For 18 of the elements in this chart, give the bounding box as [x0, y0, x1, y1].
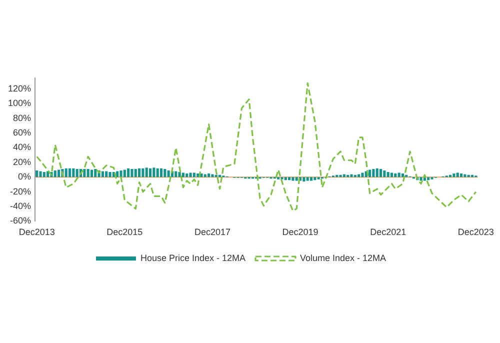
- y-tick-label: 20%: [13, 156, 32, 167]
- x-tick-label: Dec2015: [106, 227, 143, 238]
- legend-label: Volume Index - 12MA: [300, 252, 386, 263]
- x-tick-label: Dec2017: [194, 227, 230, 238]
- y-tick-label: 0%: [18, 172, 32, 182]
- y-tick-label: 100%: [8, 98, 32, 108]
- y-tick-label: -40%: [10, 200, 32, 211]
- y-tick-label: 120%: [8, 84, 32, 94]
- x-tick-label: Dec2021: [370, 227, 406, 238]
- y-tick-label: -20%: [10, 186, 32, 196]
- y-tick-label: 80%: [13, 112, 32, 123]
- x-tick-label: Dec2023: [458, 227, 494, 238]
- y-tick-label: 60%: [13, 128, 32, 138]
- legend-label: House Price Index - 12MA: [140, 252, 246, 263]
- y-tick-label: -60%: [10, 216, 32, 226]
- y-tick-label: 40%: [13, 142, 32, 152]
- x-tick-label: Dec2013: [18, 227, 55, 238]
- x-tick-label: Dec2019: [282, 227, 318, 238]
